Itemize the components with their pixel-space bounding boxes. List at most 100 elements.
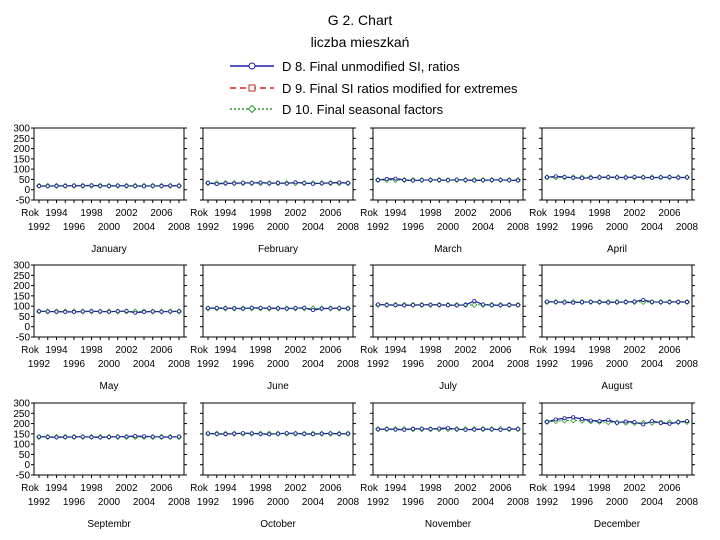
series-d8-point [472,178,477,183]
series-d8-point [337,431,342,436]
x-tick-label: 2002 [284,208,307,219]
series-d8-point [89,183,94,188]
series-d8-point [328,431,333,436]
series-d8-point [685,175,690,180]
series-d8-point [37,184,42,189]
series-d8-point [454,427,459,432]
series-d8-point [428,302,433,307]
panel-label: May [100,381,119,392]
x-tick-label: 1994 [553,345,576,356]
series-d8-point [498,177,503,182]
x-tick-label: 2000 [267,359,290,370]
x-tick-label: 2004 [472,222,495,233]
x-tick-label: 2002 [115,345,138,356]
series-d8-point [463,302,468,307]
series-d8-point [205,431,210,436]
series-d8-point [507,426,512,431]
x-tick-label: 1994 [384,345,407,356]
series-d8-point [580,176,585,181]
series-d8-point [72,183,77,188]
series-d8-point [107,184,112,189]
x-tick-label: 1994 [384,483,407,494]
series-d8-point [133,310,138,315]
series-d8-point [258,305,263,310]
panel-march: Rok 1994 1998 2002 2006 1992 1996 2000 2004 2008 M… [360,127,530,255]
panel-frame [33,264,185,338]
y-tick-label: -50 [16,333,31,344]
series-d8-point [658,175,663,180]
x-tick-label: 2004 [133,359,156,370]
x-tick-label: 1998 [419,208,442,219]
series-d8-point [676,299,681,304]
x-tick-label: 2006 [150,483,173,494]
y-tick-label: 100 [13,440,30,451]
series-d8-point [658,300,663,305]
series-d8-point [571,415,576,420]
series-d8-point [428,427,433,432]
series-d8-point [328,306,333,311]
panel-frame [202,264,354,338]
y-tick-label: 150 [13,429,30,440]
series-d8-point [80,183,85,188]
x-tick-label: 2008 [676,222,699,233]
x-tick-label: 1998 [419,483,442,494]
series-d8-point [507,178,512,183]
series-d8-point [319,431,324,436]
x-axis-label: Rok [360,345,379,356]
series-d8-point [141,434,146,439]
x-tick-label: 1992 [28,359,51,370]
series-d8-point [345,431,350,436]
chart-header: G 2. Chart liczba mieszkań [311,12,410,50]
series-d8-point [115,309,120,314]
x-axis-label: Rok [529,208,548,219]
series-d8-point [498,427,503,432]
panel-label: January [91,244,127,255]
x-tick-label: 1992 [197,497,220,508]
series-d8-point [337,180,342,185]
series-d8-point [176,309,181,314]
series-d8-point [480,302,485,307]
x-axis-label: Rok [190,345,209,356]
series-d8-point [284,431,289,436]
series-d8-point [463,178,468,183]
series-d8-point [293,431,298,436]
series-d8-point [159,309,164,314]
series-d8-point [89,435,94,440]
x-tick-label: 2008 [676,497,699,508]
series-d8-point [240,180,245,185]
series-d8-point [489,303,494,308]
x-tick-label: 2006 [658,208,681,219]
series-d8-point [597,300,602,305]
series-d8-point [632,420,637,425]
series-d8-point [63,309,68,314]
series-d8-point [545,299,550,304]
panel-october: Rok 1994 1998 2002 2006 1992 1996 2000 2004 2008 O… [190,402,360,530]
series-d8-point [445,426,450,431]
y-tick-label: 0 [24,460,30,471]
chart-title: G 2. Chart [328,12,393,28]
x-tick-label: 1996 [63,497,86,508]
series-d8-point [419,426,424,431]
series-d8-point [37,309,42,314]
x-tick-label: 2006 [319,483,342,494]
series-d8-point [375,427,380,432]
x-tick-label: 2008 [337,497,360,508]
x-tick-label: 1992 [197,222,220,233]
series-d8-point [133,434,138,439]
x-tick-label: 2008 [168,359,191,370]
x-tick-label: 1998 [249,345,272,356]
panel-label: August [601,381,632,392]
x-tick-label: 1992 [536,222,559,233]
series-d8-point [410,178,415,183]
y-tick-label: 150 [13,154,30,165]
series-d8-point [419,302,424,307]
x-tick-label: 2000 [98,497,121,508]
x-tick-label: 1994 [214,208,237,219]
x-tick-label: 1998 [588,345,611,356]
x-tick-label: 2002 [284,483,307,494]
x-tick-label: 2004 [641,222,664,233]
y-tick-label: 0 [24,185,30,196]
x-tick-label: 1998 [249,208,272,219]
